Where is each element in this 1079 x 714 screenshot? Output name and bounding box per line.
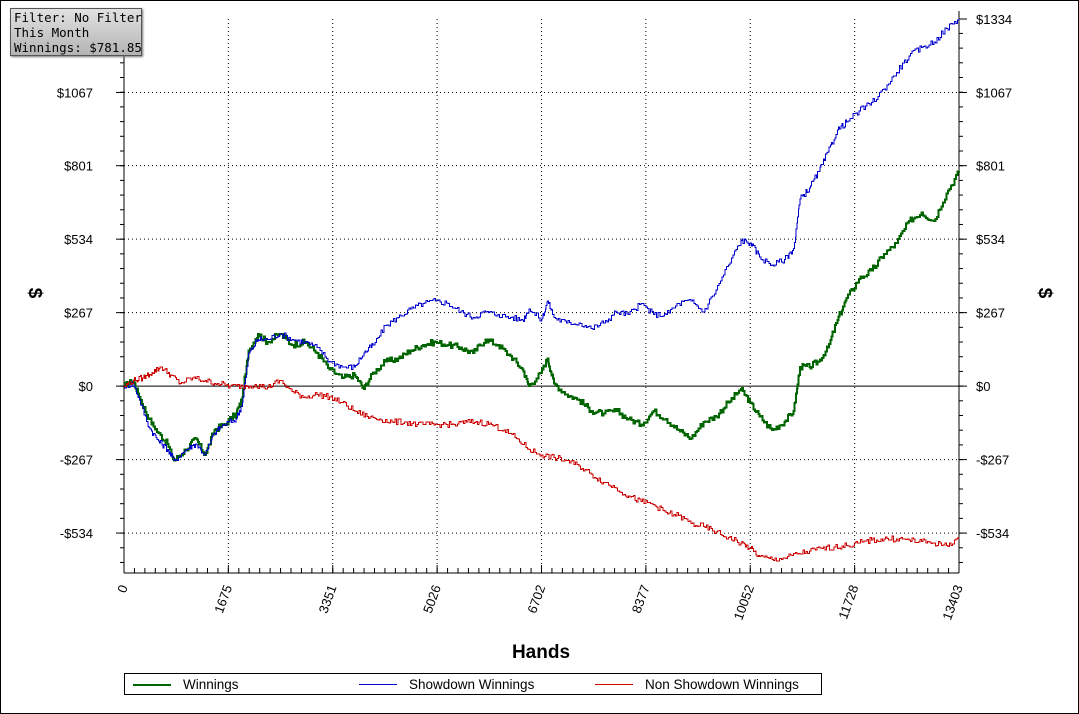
- grid: [124, 19, 959, 565]
- legend-swatch-winnings: [133, 683, 171, 686]
- legend-label-non-showdown: Non Showdown Winnings: [645, 677, 799, 692]
- x-tick-label: 3351: [316, 583, 340, 615]
- legend-item-winnings: Winnings: [133, 677, 239, 692]
- y-tick-label-right: $1334: [976, 12, 1012, 27]
- series-line-showdown-winnings: [124, 19, 960, 461]
- legend: Winnings Showdown Winnings Non Showdown …: [124, 673, 822, 695]
- x-tick-label: 1675: [211, 583, 235, 615]
- y-tick-label-right: -$534: [976, 526, 1009, 541]
- x-tick-label: 8377: [629, 583, 653, 615]
- legend-swatch-showdown: [359, 684, 397, 685]
- y-tick-label-left: $0: [79, 379, 93, 394]
- y-tick-label-right: -$267: [976, 453, 1009, 468]
- x-tick-label: 0: [114, 583, 131, 595]
- x-axis-title: Hands: [512, 642, 570, 663]
- period-label: This Month: [14, 25, 90, 40]
- y-tick-label-right: $534: [976, 232, 1005, 247]
- series-lines: [124, 19, 960, 562]
- x-tick-label: 13403: [939, 583, 965, 622]
- legend-label-winnings: Winnings: [183, 677, 239, 692]
- y-tick-label-left: $267: [64, 306, 93, 321]
- x-tick-label: 10052: [731, 583, 757, 622]
- legend-swatch-non-showdown: [595, 684, 633, 685]
- info-box: Filter: No Filter This Month Winnings: $…: [10, 8, 142, 56]
- axes: [116, 11, 967, 574]
- legend-item-non-showdown: Non Showdown Winnings: [595, 677, 799, 692]
- filter-label: Filter: No Filter: [14, 10, 142, 25]
- legend-item-showdown: Showdown Winnings: [359, 677, 534, 692]
- y-tick-label-right: $0: [976, 379, 990, 394]
- y-tick-label-right: $267: [976, 306, 1005, 321]
- y-tick-label-left: $1067: [57, 85, 93, 100]
- y-tick-label-left: $534: [64, 232, 93, 247]
- y-axis-title-left: $: [24, 288, 45, 299]
- winnings-total: Winnings: $781.85: [14, 40, 142, 55]
- y-tick-label-left: -$534: [60, 526, 93, 541]
- y-tick-label-right: $801: [976, 159, 1005, 174]
- y-tick-label-left: -$267: [60, 453, 93, 468]
- series-line-winnings: [124, 170, 960, 462]
- x-tick-label: 5026: [420, 583, 444, 615]
- series-line-non-showdown-winnings: [124, 366, 960, 562]
- y-tick-label-right: $1067: [976, 85, 1012, 100]
- x-tick-label: 11728: [835, 583, 861, 621]
- y-axis-title-right: $: [1034, 288, 1055, 299]
- y-tick-label-left: $801: [64, 159, 93, 174]
- x-tick-label: 6702: [524, 583, 548, 615]
- legend-label-showdown: Showdown Winnings: [409, 677, 535, 692]
